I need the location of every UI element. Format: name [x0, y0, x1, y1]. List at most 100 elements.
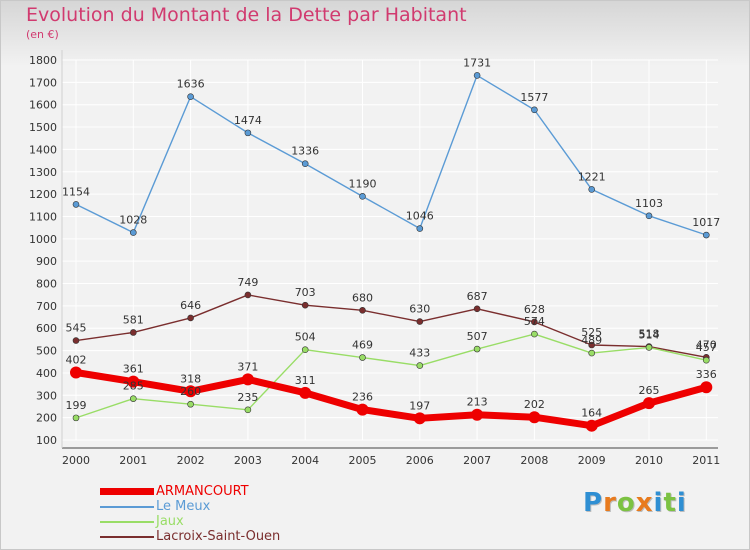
data-label: 285 [123, 380, 144, 393]
y-tick-label: 1600 [29, 99, 57, 112]
data-label: 504 [295, 331, 316, 344]
data-label: 199 [66, 399, 87, 412]
data-point [359, 354, 366, 361]
logo-letter: i [676, 488, 687, 518]
logo-letter: r [603, 488, 617, 518]
y-tick-label: 1100 [29, 210, 57, 223]
y-tick-label: 900 [36, 255, 57, 268]
data-label: 1103 [635, 197, 663, 210]
y-tick-label: 1000 [29, 233, 57, 246]
data-label: 202 [524, 398, 545, 411]
data-label: 489 [581, 334, 602, 347]
data-point [588, 186, 596, 193]
data-point [244, 129, 252, 137]
data-point [643, 397, 655, 410]
x-tick-label: 2010 [635, 454, 663, 467]
data-label: 1731 [463, 56, 491, 69]
data-point [585, 419, 598, 432]
data-point [244, 291, 252, 299]
data-label: 265 [639, 384, 660, 397]
data-point [301, 301, 309, 309]
y-tick-label: 1500 [29, 121, 57, 134]
x-tick-label: 2006 [406, 454, 434, 467]
data-label: 1636 [177, 78, 205, 91]
data-point [187, 314, 194, 322]
data-point [413, 412, 426, 425]
data-point [588, 341, 596, 349]
series-line-jaux [75, 333, 707, 419]
data-point [416, 225, 424, 232]
data-point [130, 229, 137, 236]
y-tick-label: 100 [36, 434, 57, 447]
data-point [528, 411, 541, 424]
data-label: 581 [123, 313, 144, 326]
data-point [241, 373, 254, 386]
data-label: 236 [352, 391, 373, 404]
y-tick-label: 400 [36, 367, 57, 380]
data-label: 525 [581, 326, 602, 339]
data-label: 311 [295, 374, 316, 387]
legend-item: Lacroix-Saint-Ouen [100, 529, 280, 544]
data-label: 470 [696, 338, 717, 351]
y-tick-label: 500 [36, 345, 57, 358]
data-point [702, 231, 710, 239]
data-label: 260 [180, 385, 201, 398]
data-label: 235 [237, 391, 258, 404]
series-line-le-meux [75, 74, 707, 236]
data-point [531, 330, 538, 338]
x-tick-label: 2007 [463, 454, 491, 467]
data-label: 687 [467, 290, 488, 303]
data-point [645, 344, 653, 351]
x-tick-label: 2005 [349, 454, 377, 467]
data-label: 1046 [406, 210, 434, 223]
data-label: 197 [409, 399, 430, 412]
data-point [531, 318, 538, 326]
legend-item: Le Meux [100, 499, 280, 514]
legend-label: Le Meux [156, 499, 211, 514]
x-tick-label: 2004 [291, 454, 319, 467]
data-point [531, 106, 538, 114]
data-label: 574 [524, 315, 545, 328]
x-tick-label: 2008 [520, 454, 548, 467]
y-tick-label: 1200 [29, 188, 57, 201]
data-label: 545 [66, 322, 87, 335]
data-label: 518 [639, 328, 660, 341]
data-label: 1221 [578, 170, 606, 183]
legend-swatch [100, 488, 154, 495]
data-point [645, 212, 653, 220]
data-label: 703 [295, 286, 316, 299]
y-tick-label: 800 [36, 278, 57, 291]
data-point [127, 375, 140, 388]
data-point [187, 93, 194, 100]
data-point [72, 414, 80, 422]
data-label: 371 [237, 360, 258, 373]
logo-letter: i [653, 488, 664, 518]
series-line-armancourt [72, 368, 710, 430]
x-tick-label: 2000 [62, 454, 90, 467]
data-label: 749 [237, 276, 258, 289]
data-point [130, 329, 137, 336]
y-tick-label: 1800 [29, 54, 57, 67]
y-tick-label: 1400 [29, 143, 57, 156]
data-label: 1474 [234, 114, 262, 127]
data-label: 469 [352, 339, 373, 352]
legend-swatch [100, 535, 154, 538]
data-label: 507 [467, 330, 488, 343]
logo-letter: P [583, 488, 604, 518]
data-label: 1336 [291, 145, 319, 158]
data-point [70, 366, 82, 379]
data-label: 1017 [692, 216, 720, 229]
data-point [244, 406, 252, 414]
data-point [702, 356, 710, 364]
data-label: 628 [524, 303, 545, 316]
legend-label: Lacroix-Saint-Ouen [156, 529, 281, 544]
data-point [301, 346, 309, 353]
data-point [359, 307, 366, 314]
y-tick-label: 1300 [29, 166, 57, 179]
data-point [187, 400, 194, 408]
chart-title: Evolution du Montant de la Dette par Hab… [26, 4, 467, 26]
chart-unit: (en €) [26, 28, 59, 41]
x-tick-label: 2001 [119, 454, 147, 467]
x-tick-label: 2003 [234, 454, 262, 467]
